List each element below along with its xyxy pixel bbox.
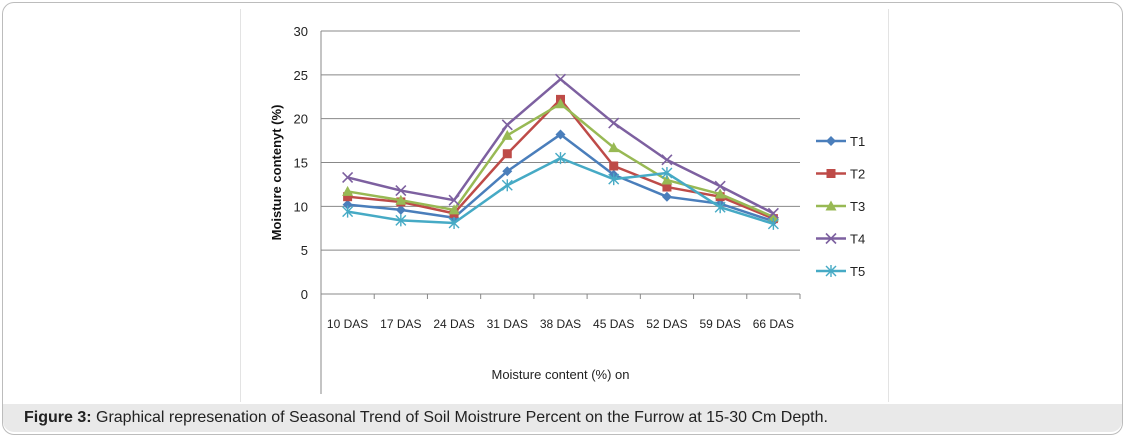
- chart-container: 0 5 10 15 20 25 30 10 DAS 17 DAS 24 DAS 31 DAS 38 D…: [240, 9, 889, 402]
- data-point-T5: [661, 167, 673, 180]
- data-point-T4: [714, 180, 726, 192]
- legend-marker: [826, 169, 836, 178]
- legend-entry-T3: T3: [816, 199, 865, 214]
- x-tick-label: 17 DAS: [380, 317, 421, 331]
- legend-label: T4: [850, 232, 865, 247]
- caption-text: Graphical represenation of Seasonal Tren…: [91, 409, 828, 426]
- legend-marker: [825, 200, 837, 211]
- y-axis-title: Moisture contenyt (%): [269, 105, 284, 241]
- data-point-T3: [767, 211, 779, 222]
- x-tick-label: 31 DAS: [487, 317, 528, 331]
- data-point-T4: [395, 184, 407, 197]
- data-point-T2: [343, 192, 353, 202]
- legend-entry-T5: T5: [816, 264, 865, 279]
- legend-label: T3: [850, 199, 865, 214]
- y-tick-label: 5: [301, 243, 308, 258]
- series-line-T1: [347, 133, 774, 223]
- x-axis-title: Moisture content (%) on: [491, 367, 629, 382]
- legend-entry-T1: T1: [816, 134, 865, 149]
- legend-marker: [825, 232, 837, 245]
- data-point-T5: [608, 173, 620, 186]
- legend-entry-T2: T2: [816, 167, 865, 182]
- x-tick-label: 59 DAS: [699, 317, 740, 331]
- data-point-T3: [661, 174, 673, 185]
- x-tick-label: 52 DAS: [646, 317, 687, 331]
- x-tick-label: 24 DAS: [433, 317, 474, 331]
- line-chart: 0 5 10 15 20 25 30 10 DAS 17 DAS 24 DAS 31 DAS 38 D…: [269, 24, 865, 394]
- data-point-T3: [395, 194, 407, 205]
- data-point-T1: [555, 129, 566, 140]
- legend-label: T2: [850, 167, 865, 182]
- data-point-T3: [448, 204, 460, 215]
- data-point-T4: [342, 171, 354, 183]
- data-point-T4: [767, 207, 779, 219]
- y-tick-label: 15: [294, 156, 308, 171]
- data-point-T1: [395, 204, 406, 215]
- x-tick-label: 10 DAS: [327, 317, 368, 331]
- legend-marker: [826, 136, 836, 146]
- legend-entry-T4: T4: [816, 232, 865, 247]
- data-point-T3: [608, 142, 620, 153]
- data-point-T5: [767, 217, 779, 230]
- data-point-T4: [554, 73, 567, 85]
- x-tick-label: 66 DAS: [753, 317, 794, 331]
- data-point-T5: [342, 205, 354, 218]
- caption-label: Figure 3:: [24, 409, 92, 426]
- data-point-T2: [502, 149, 512, 159]
- figure-caption: Figure 3: Graphical represenation of Sea…: [3, 404, 1122, 432]
- data-point-T3: [714, 188, 726, 199]
- data-point-T2: [662, 182, 672, 192]
- legend-label: T1: [850, 134, 865, 149]
- data-point-T4: [501, 119, 513, 131]
- data-point-T5: [555, 152, 566, 165]
- data-point-T5: [395, 214, 407, 227]
- legend-label: T5: [850, 264, 865, 279]
- data-point-T5: [448, 216, 460, 229]
- y-tick-label: 10: [294, 199, 308, 214]
- data-point-T2: [609, 161, 619, 171]
- legend-marker: [825, 265, 837, 277]
- data-point-T1: [342, 199, 353, 210]
- data-point-T4: [608, 117, 620, 129]
- x-tick-label: 38 DAS: [540, 317, 581, 331]
- x-tick-label: 45 DAS: [593, 317, 634, 331]
- data-point-T3: [555, 98, 566, 109]
- data-point-T3: [342, 185, 354, 196]
- data-point-T3: [501, 129, 513, 140]
- data-point-T5: [714, 201, 726, 214]
- y-tick-label: 0: [301, 287, 308, 302]
- data-point-T4: [661, 154, 673, 166]
- data-point-T4: [448, 194, 460, 206]
- data-point-T1: [661, 191, 672, 202]
- y-tick-label: 30: [294, 24, 308, 39]
- y-tick-label: 25: [294, 68, 308, 83]
- y-tick-label: 20: [294, 112, 308, 127]
- data-point-T5: [501, 179, 513, 192]
- data-point-T1: [502, 166, 513, 177]
